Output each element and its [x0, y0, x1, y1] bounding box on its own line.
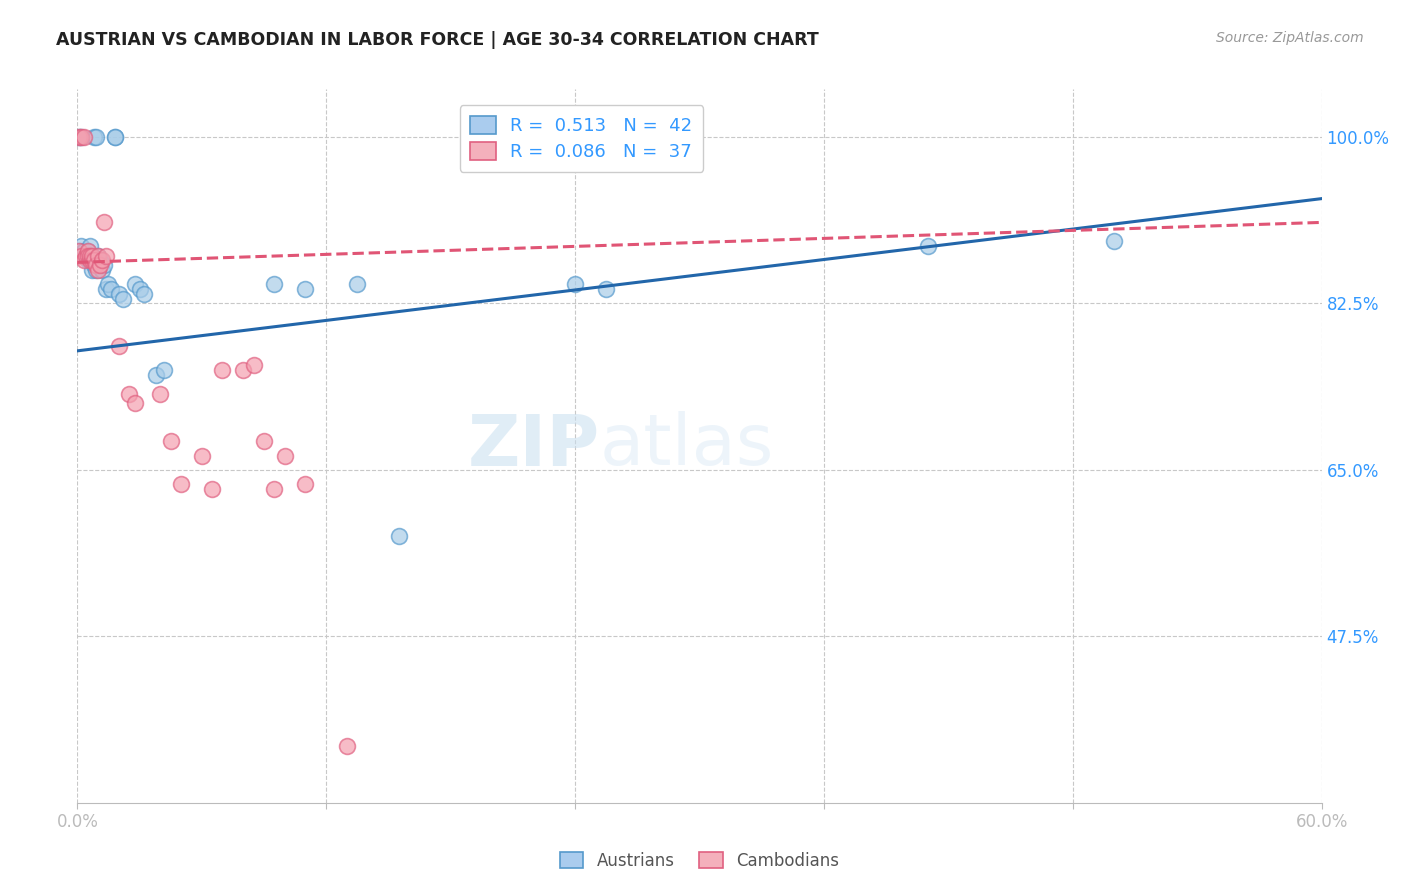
Point	[80, 249, 103, 263]
Text: AUSTRIAN VS CAMBODIAN IN LABOR FORCE | AGE 30-34 CORRELATION CHART: AUSTRIAN VS CAMBODIAN IN LABOR FORCE | A…	[56, 31, 818, 49]
Point	[124, 396, 146, 410]
Point	[1104, 235, 1126, 249]
Point	[83, 253, 105, 268]
Point	[87, 249, 110, 263]
Point	[564, 277, 586, 292]
Point	[67, 129, 90, 144]
Point	[79, 249, 101, 263]
Point	[84, 263, 107, 277]
Point	[72, 249, 94, 263]
Point	[211, 363, 233, 377]
Point	[170, 477, 193, 491]
Point	[96, 249, 118, 263]
Point	[91, 263, 114, 277]
Point	[80, 263, 103, 277]
Point	[70, 129, 93, 144]
Point	[83, 258, 105, 272]
Point	[118, 386, 141, 401]
Point	[87, 253, 110, 268]
Point	[80, 249, 103, 263]
Point	[294, 477, 316, 491]
Point	[263, 277, 285, 292]
Point	[76, 244, 98, 258]
Point	[75, 249, 97, 263]
Point	[76, 249, 98, 263]
Point	[388, 529, 411, 543]
Point	[274, 449, 297, 463]
Legend: Austrians, Cambodians: Austrians, Cambodians	[553, 846, 846, 877]
Point	[70, 129, 93, 144]
Point	[346, 277, 368, 292]
Point	[89, 253, 111, 268]
Point	[76, 244, 98, 258]
Point	[87, 263, 110, 277]
Point	[79, 253, 101, 268]
Text: ZIP: ZIP	[468, 411, 600, 481]
Point	[100, 282, 122, 296]
Point	[263, 482, 285, 496]
Point	[201, 482, 224, 496]
Point	[149, 386, 172, 401]
Point	[67, 244, 90, 258]
Point	[84, 129, 107, 144]
Point	[108, 339, 131, 353]
Point	[191, 449, 214, 463]
Point	[79, 239, 101, 253]
Text: Source: ZipAtlas.com: Source: ZipAtlas.com	[1216, 31, 1364, 45]
Point	[153, 363, 176, 377]
Point	[84, 258, 107, 272]
Point	[232, 363, 254, 377]
Point	[111, 292, 134, 306]
Point	[132, 286, 155, 301]
Point	[294, 282, 316, 296]
Point	[159, 434, 181, 449]
Point	[242, 358, 264, 372]
Point	[93, 215, 115, 229]
Point	[72, 244, 94, 258]
Point	[75, 249, 97, 263]
Point	[917, 239, 939, 253]
Point	[80, 253, 103, 268]
Point	[97, 277, 120, 292]
Point	[128, 282, 150, 296]
Point	[145, 368, 167, 382]
Point	[595, 282, 617, 296]
Point	[108, 286, 131, 301]
Point	[70, 239, 93, 253]
Point	[67, 129, 90, 144]
Point	[93, 258, 115, 272]
Point	[83, 129, 105, 144]
Point	[91, 253, 114, 268]
Point	[96, 282, 118, 296]
Point	[72, 253, 94, 268]
Point	[124, 277, 146, 292]
Point	[67, 244, 90, 258]
Point	[104, 129, 127, 144]
Point	[79, 253, 101, 268]
Point	[89, 258, 111, 272]
Point	[76, 253, 98, 268]
Point	[87, 249, 110, 263]
Point	[70, 249, 93, 263]
Point	[72, 129, 94, 144]
Text: atlas: atlas	[600, 411, 775, 481]
Point	[253, 434, 276, 449]
Point	[104, 129, 127, 144]
Point	[336, 739, 359, 753]
